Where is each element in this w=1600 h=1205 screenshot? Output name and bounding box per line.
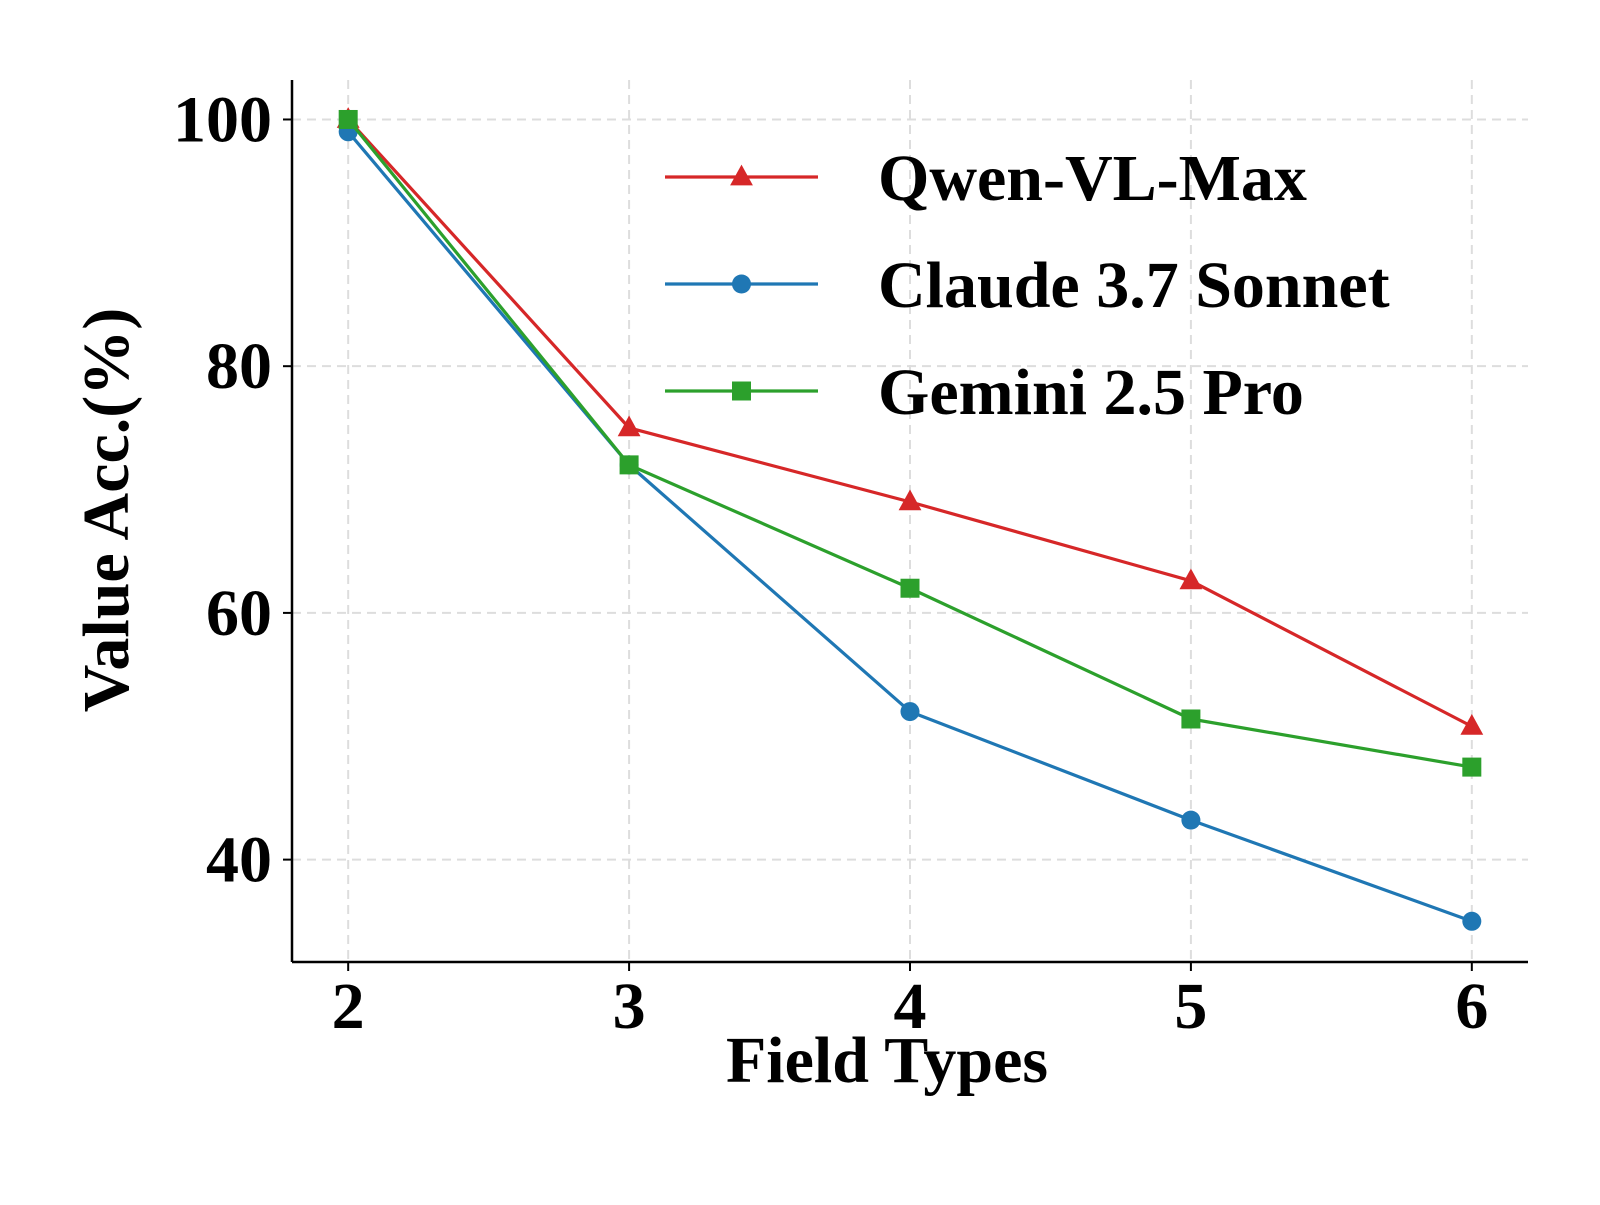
legend-entry-gemini-2-5-pro: Gemini 2.5 Pro — [665, 356, 1304, 429]
axes-layer: 2 3 4 5 6 40 60 80 100 — [173, 80, 1528, 1043]
data-point — [898, 489, 922, 511]
legend-label: Gemini 2.5 Pro — [878, 356, 1304, 429]
data-point — [900, 702, 920, 722]
legend-marker — [732, 381, 751, 401]
data-point — [1179, 568, 1203, 590]
data-point — [1460, 714, 1484, 735]
x-tick-label: 5 — [1174, 970, 1207, 1043]
legend-entry-qwen-vl-max: Qwen-VL-Max — [665, 142, 1307, 215]
y-tick-label: 60 — [206, 577, 272, 650]
x-axis-title: Field Types — [726, 1024, 1048, 1097]
legend: Qwen-VL-Max Claude 3.7 Sonnet Gemini 2.5 P… — [665, 142, 1390, 429]
x-tick-label: 6 — [1455, 970, 1488, 1043]
x-tick-label: 2 — [332, 970, 365, 1043]
data-point — [900, 578, 920, 598]
legend-label: Qwen-VL-Max — [878, 142, 1307, 215]
legend-label: Claude 3.7 Sonnet — [878, 249, 1390, 322]
legend-marker — [730, 164, 753, 186]
series-gemini-2-5-pro — [338, 109, 1482, 777]
data-point — [1462, 757, 1482, 777]
x-tick-label: 3 — [613, 970, 646, 1043]
y-tick-label: 80 — [206, 330, 272, 403]
data-point — [338, 109, 358, 129]
data-point — [617, 415, 641, 437]
data-point — [1181, 810, 1201, 830]
data-point — [619, 455, 639, 475]
data-point — [1462, 911, 1482, 931]
y-tick-label: 40 — [206, 824, 272, 897]
legend-marker — [732, 274, 751, 294]
y-tick-label: 100 — [173, 83, 272, 156]
x-tick-label: 4 — [894, 970, 927, 1043]
series-claude-3-7-sonnet — [338, 122, 1482, 931]
legend-entry-claude-3-7-sonnet: Claude 3.7 Sonnet — [665, 249, 1390, 322]
data-point — [1181, 709, 1201, 729]
y-axis-title: Value Acc.(%) — [70, 308, 143, 713]
series-layer — [336, 107, 1484, 931]
